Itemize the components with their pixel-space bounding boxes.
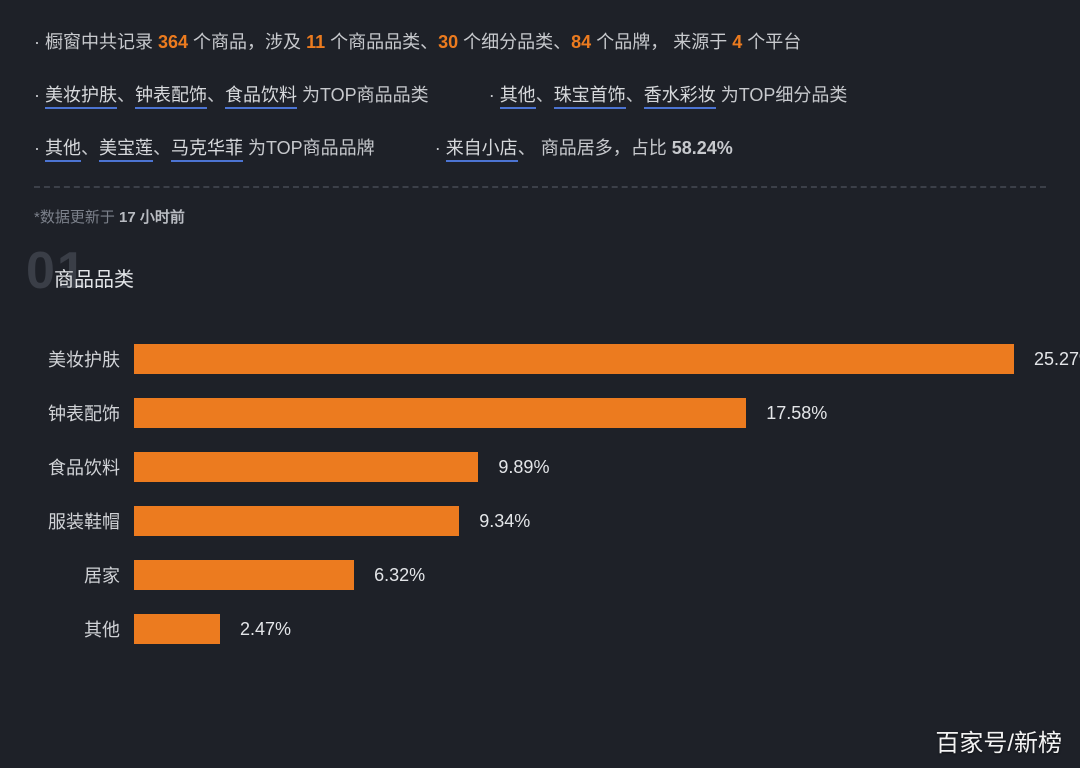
- top-category-link[interactable]: 食品饮料: [225, 85, 297, 109]
- summary-row-3: · 其他、美宝莲、马克华菲 为TOP商品品牌 · 来自小店、 商品居多，占比 5…: [34, 134, 1046, 163]
- section-title: 商品品类: [34, 263, 1046, 292]
- top-subcategory-link[interactable]: 珠宝首饰: [554, 85, 626, 109]
- text: 、: [153, 138, 171, 158]
- bar-fill: [134, 344, 1014, 374]
- platform-count: 4: [732, 32, 742, 52]
- text: 个商品，涉及: [188, 32, 306, 52]
- text: ·: [435, 138, 446, 158]
- bar-label: 美妆护肤: [34, 346, 134, 372]
- update-note: *数据更新于 17 小时前: [34, 206, 1046, 227]
- bar-row: 美妆护肤25.27%: [34, 344, 1046, 374]
- bar-track: 9.34%: [134, 506, 1046, 536]
- summary-row-2: · 美妆护肤、钟表配饰、食品饮料 为TOP商品品类 · 其他、珠宝首饰、香水彩妆…: [34, 81, 1046, 110]
- bar-track: 6.32%: [134, 560, 1046, 590]
- bar-row: 钟表配饰 17.58%: [34, 398, 1046, 428]
- bar-row: 居家 6.32%: [34, 560, 1046, 590]
- bar-value: 17.58%: [746, 403, 827, 424]
- summary-line-2a: · 美妆护肤、钟表配饰、食品饮料 为TOP商品品类: [34, 81, 429, 110]
- bar-label: 服装鞋帽: [34, 508, 134, 534]
- text: *数据更新于: [34, 209, 119, 226]
- text: 、 商品居多，占比: [518, 138, 672, 158]
- bar-fill: [134, 398, 746, 428]
- summary-line-2b: · 其他、珠宝首饰、香水彩妆 为TOP细分品类: [489, 81, 848, 110]
- top-subcategory-link[interactable]: 香水彩妆: [644, 85, 716, 109]
- text: 个平台: [742, 32, 801, 52]
- top-brand-link[interactable]: 美宝莲: [99, 138, 153, 162]
- watermark: 百家号/新榜: [935, 723, 1062, 758]
- text: 为TOP商品品牌: [243, 138, 375, 158]
- bar-label: 其他: [34, 616, 134, 642]
- bar-fill: [134, 614, 220, 644]
- bar-label: 居家: [34, 562, 134, 588]
- category-bar-chart: 美妆护肤25.27% 钟表配饰 17.58% 食品饮料 9.89% 服装鞋帽 9.34% 居家…: [34, 344, 1046, 644]
- bar-value: 6.32%: [354, 565, 425, 586]
- top-brand-link[interactable]: 其他: [45, 138, 81, 162]
- summary-line-3b: · 来自小店、 商品居多，占比 58.24%: [435, 134, 733, 163]
- text: 、: [117, 85, 135, 105]
- top-category-link[interactable]: 美妆护肤: [45, 85, 117, 109]
- text: 、: [207, 85, 225, 105]
- bar-track: 25.27%: [134, 344, 1080, 374]
- dashboard-panel: · 橱窗中共记录 364 个商品，涉及 11 个商品品类、30 个细分品类、84…: [0, 0, 1080, 644]
- product-count: 364: [158, 32, 188, 52]
- bar-label: 钟表配饰: [34, 400, 134, 426]
- source-link[interactable]: 来自小店: [446, 138, 518, 162]
- divider: [34, 186, 1046, 188]
- top-category-link[interactable]: 钟表配饰: [135, 85, 207, 109]
- text: 、: [81, 138, 99, 158]
- bar-row: 服装鞋帽 9.34%: [34, 506, 1046, 536]
- text: ·: [34, 85, 45, 105]
- text: 、: [626, 85, 644, 105]
- bar-track: 9.89%: [134, 452, 1046, 482]
- subcategory-count: 30: [438, 32, 458, 52]
- top-subcategory-link[interactable]: 其他: [500, 85, 536, 109]
- bar-value: 9.34%: [459, 511, 530, 532]
- bar-fill: [134, 506, 459, 536]
- brand-count: 84: [571, 32, 591, 52]
- summary-line-1: · 橱窗中共记录 364 个商品，涉及 11 个商品品类、30 个细分品类、84…: [34, 28, 1046, 57]
- bar-row: 其他 2.47%: [34, 614, 1046, 644]
- source-pct: 58.24%: [672, 138, 733, 158]
- text: 为TOP商品品类: [297, 85, 429, 105]
- text: 为TOP细分品类: [716, 85, 848, 105]
- text: ·: [34, 138, 45, 158]
- bar-track: 2.47%: [134, 614, 1046, 644]
- text: 个商品品类、: [325, 32, 438, 52]
- bar-value: 25.27%: [1014, 349, 1080, 370]
- update-time: 17 小时前: [119, 209, 185, 226]
- bar-row: 食品饮料 9.89%: [34, 452, 1046, 482]
- text: ·: [489, 85, 500, 105]
- bar-fill: [134, 560, 354, 590]
- section-header: 01 商品品类: [34, 263, 1046, 292]
- text: 个品牌， 来源于: [591, 32, 732, 52]
- bar-label: 食品饮料: [34, 454, 134, 480]
- text: 个细分品类、: [458, 32, 571, 52]
- bar-value: 9.89%: [478, 457, 549, 478]
- text: 、: [536, 85, 554, 105]
- top-brand-link[interactable]: 马克华菲: [171, 138, 243, 162]
- bar-value: 2.47%: [220, 619, 291, 640]
- category-count: 11: [306, 32, 325, 52]
- bar-track: 17.58%: [134, 398, 1046, 428]
- summary-line-3a: · 其他、美宝莲、马克华菲 为TOP商品品牌: [34, 134, 375, 163]
- bar-fill: [134, 452, 478, 482]
- text: · 橱窗中共记录: [34, 32, 158, 52]
